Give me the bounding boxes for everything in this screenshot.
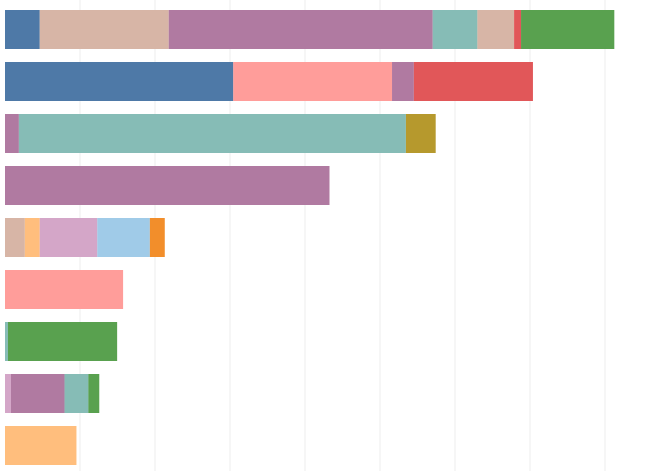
bar-row2-segment7[interactable] [233, 62, 393, 101]
bar-row1-segment8[interactable] [168, 10, 433, 49]
bar-row5-segment6[interactable] [149, 218, 165, 257]
bar-row8-segment9[interactable] [64, 374, 89, 413]
bar-row5-segment5[interactable] [97, 218, 150, 257]
bar-row8-segment4[interactable] [5, 374, 11, 413]
bar-row1-segment2[interactable] [39, 10, 169, 49]
bar-group [5, 10, 615, 465]
bar-row4-segment8[interactable] [5, 166, 330, 205]
bar-row8-segment13[interactable] [88, 374, 100, 413]
bar-row1-segment12[interactable] [514, 10, 522, 49]
bar-row3-segment9[interactable] [18, 114, 406, 153]
bar-row9-segment3[interactable] [5, 426, 77, 465]
bar-row6-segment7[interactable] [5, 270, 124, 309]
bar-row8-segment8[interactable] [10, 374, 65, 413]
bar-row5-segment2[interactable] [5, 218, 25, 257]
bar-row3-segment10[interactable] [405, 114, 436, 153]
bar-row3-segment8[interactable] [5, 114, 19, 153]
bar-row2-segment8[interactable] [392, 62, 414, 101]
bar-row2-segment1[interactable] [5, 62, 234, 101]
bar-row7-segment9[interactable] [5, 322, 8, 361]
bar-row7-segment13[interactable] [7, 322, 118, 361]
bar-row5-segment3[interactable] [24, 218, 40, 257]
bar-row5-segment4[interactable] [39, 218, 98, 257]
bar-row1-segment11[interactable] [477, 10, 515, 49]
bar-row1-segment1[interactable] [5, 10, 40, 49]
bar-row1-segment13[interactable] [521, 10, 615, 49]
bar-row1-segment9[interactable] [432, 10, 478, 49]
bar-row2-segment12[interactable] [413, 62, 533, 101]
